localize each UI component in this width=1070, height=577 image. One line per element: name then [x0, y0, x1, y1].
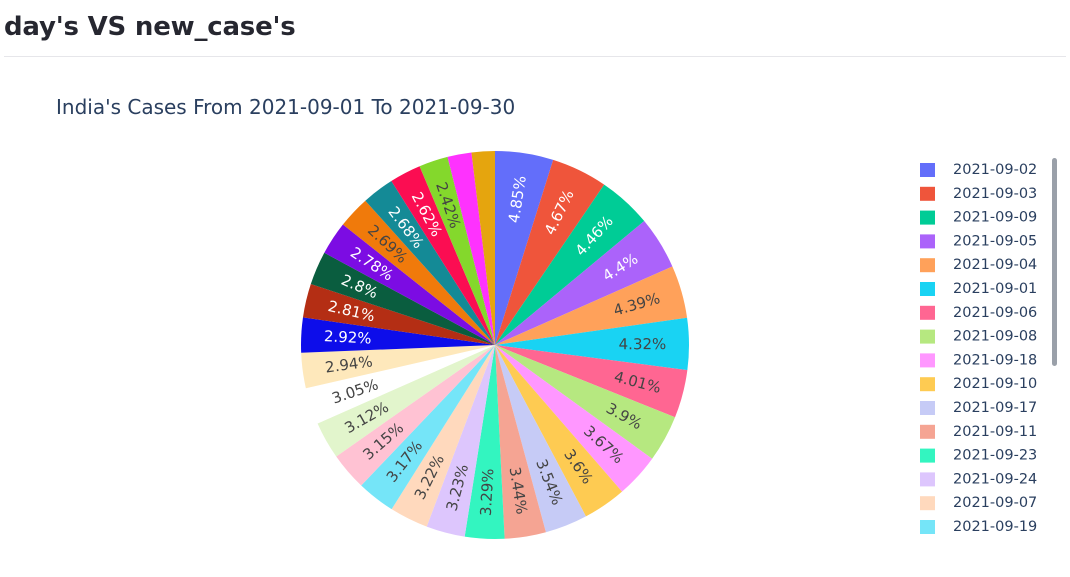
pie-slice[interactable] — [495, 151, 554, 345]
pie-slice[interactable] — [495, 345, 653, 492]
pie-slice[interactable] — [361, 345, 495, 510]
legend-label: 2021-09-08 — [953, 329, 1037, 345]
pie-slice[interactable] — [495, 345, 586, 533]
legend-item[interactable]: 2021-09-11 — [920, 424, 1037, 440]
pie-slice[interactable] — [301, 345, 495, 389]
legend-swatch — [920, 520, 935, 534]
legend-label: 2021-09-03 — [953, 186, 1037, 202]
pie-slice[interactable] — [495, 221, 673, 345]
pie-slice[interactable] — [342, 200, 495, 345]
pie-slices — [301, 151, 689, 539]
legend-swatch — [920, 448, 935, 463]
legend-item[interactable]: 2021-09-09 — [920, 210, 1037, 226]
legend-label: 2021-09-18 — [953, 352, 1037, 368]
legend-item[interactable]: 2021-09-17 — [920, 400, 1037, 416]
pie-slice[interactable] — [495, 345, 623, 517]
heading-divider — [4, 56, 1066, 57]
legend-scrollbar[interactable] — [1052, 158, 1057, 366]
pie-slice[interactable] — [495, 345, 676, 459]
pie-slice[interactable] — [391, 166, 495, 345]
legend-item[interactable]: 2021-09-07 — [920, 495, 1037, 511]
legend-item[interactable]: 2021-09-23 — [920, 448, 1037, 464]
pie-slice[interactable] — [305, 345, 495, 424]
legend[interactable]: 2021-09-02 2021-09-03 2021-09-09 2021-09-05… — [920, 162, 1037, 535]
pie-slice[interactable] — [464, 345, 505, 539]
legend-swatch — [920, 305, 935, 320]
legend-label: 2021-09-01 — [953, 281, 1037, 297]
pie-slice[interactable] — [495, 159, 605, 345]
legend-item[interactable]: 2021-09-03 — [920, 186, 1037, 202]
legend-item[interactable]: 2021-09-08 — [920, 329, 1037, 345]
pie-slice[interactable] — [495, 317, 689, 371]
pie-slice[interactable] — [324, 224, 495, 345]
pie-slice[interactable] — [365, 181, 495, 345]
legend-label: 2021-09-10 — [953, 376, 1037, 392]
pie-slice[interactable] — [495, 184, 645, 345]
pie-slice[interactable] — [426, 345, 495, 537]
pie-slice[interactable] — [495, 345, 546, 539]
legend-swatch — [920, 258, 935, 273]
pie-slice[interactable] — [495, 266, 688, 345]
legend-item[interactable]: 2021-09-01 — [920, 281, 1037, 297]
pie-slice[interactable] — [317, 345, 495, 457]
legend-item[interactable]: 2021-09-19 — [920, 519, 1037, 535]
legend-swatch — [920, 353, 935, 368]
legend-swatch — [920, 210, 935, 225]
legend-swatch — [920, 401, 935, 415]
legend-swatch — [920, 329, 935, 344]
pie-slice[interactable] — [336, 345, 495, 486]
pie-slice[interactable] — [447, 152, 496, 345]
legend-swatch — [920, 496, 935, 511]
legend-item[interactable]: 2021-09-05 — [920, 233, 1037, 249]
legend-swatch — [920, 472, 935, 487]
legend-label: 2021-09-17 — [953, 400, 1037, 416]
legend-item[interactable]: 2021-09-10 — [920, 376, 1037, 392]
pie-slice[interactable] — [302, 284, 495, 345]
legend-swatch — [920, 186, 935, 201]
legend-label: 2021-09-07 — [953, 495, 1037, 511]
legend-item[interactable]: 2021-09-02 — [920, 162, 1037, 178]
legend-swatch — [920, 234, 935, 249]
legend-label: 2021-09-05 — [953, 233, 1037, 249]
legend-swatch — [920, 424, 935, 439]
chart-title: India's Cases From 2021-09-01 To 2021-09… — [56, 95, 515, 119]
page-heading: day's VS new_case's — [4, 12, 296, 42]
legend-item[interactable]: 2021-09-24 — [920, 471, 1037, 487]
legend-label: 2021-09-04 — [953, 257, 1037, 273]
pie-slice[interactable] — [419, 156, 495, 345]
legend-label: 2021-09-11 — [953, 424, 1037, 440]
legend-label: 2021-09-09 — [953, 210, 1037, 226]
legend-swatch — [920, 377, 935, 392]
pie-slice[interactable] — [301, 317, 495, 353]
legend-label: 2021-09-23 — [953, 448, 1037, 464]
slice-label: 4.32% — [619, 335, 667, 353]
legend-item[interactable]: 2021-09-18 — [920, 352, 1037, 368]
legend-label: 2021-09-02 — [953, 162, 1037, 178]
legend-swatch — [920, 282, 935, 296]
pie-slice[interactable] — [391, 345, 495, 527]
legend-swatch — [920, 163, 935, 177]
pie-slice[interactable] — [471, 151, 495, 345]
legend-label: 2021-09-19 — [953, 519, 1037, 535]
legend-item[interactable]: 2021-09-04 — [920, 257, 1037, 273]
legend-label: 2021-09-24 — [953, 471, 1037, 487]
legend-label: 2021-09-06 — [953, 305, 1037, 321]
pie-slice[interactable] — [310, 252, 495, 345]
pie-slice[interactable] — [495, 345, 688, 418]
legend-item[interactable]: 2021-09-06 — [920, 305, 1037, 321]
slice-label: 2.92% — [324, 327, 373, 347]
slice-label: 3.29% — [477, 468, 498, 517]
